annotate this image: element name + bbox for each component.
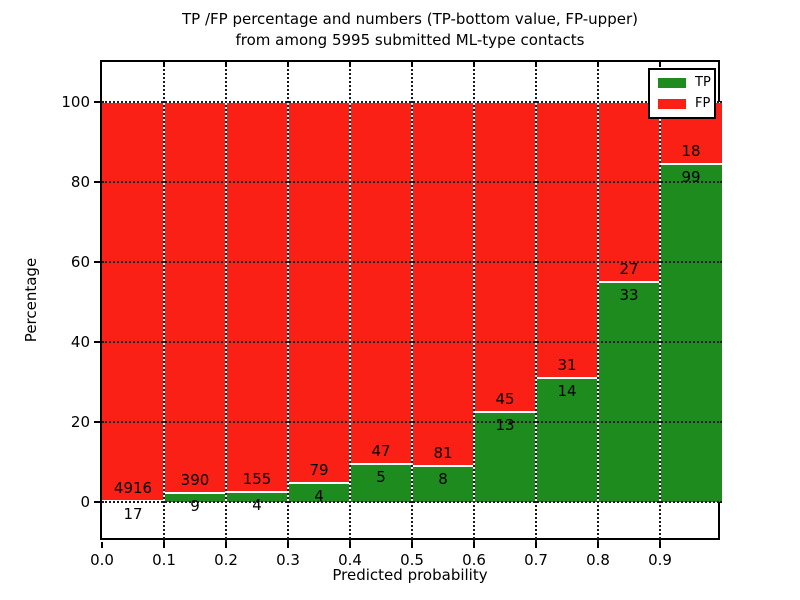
y-tick-label: 0 (80, 493, 90, 511)
y-tick-mark (94, 501, 100, 503)
bar-segment-fp (598, 102, 660, 282)
fp-count-label: 4916 (113, 478, 153, 497)
fp-count-label: 31 (557, 355, 577, 374)
plot-area: 4916 17 390 9 155 4 79 4 47 5 81 8 45 13 31 14 27 33 18 99 0… (61, 60, 722, 569)
tp-count-label: 4 (252, 495, 262, 514)
top-tick-mark (287, 62, 289, 67)
tp-count-label: 4 (314, 486, 324, 505)
bar-segment-fp (288, 102, 350, 483)
x-tick-mark (101, 542, 103, 548)
tp-count-label: 17 (123, 504, 143, 523)
bar-segment-tp (350, 463, 412, 502)
legend-label-fp: FP (695, 96, 711, 111)
bar-segment-fp (102, 102, 164, 501)
legend-entry-tp: TP (658, 76, 711, 90)
fp-count-label: 18 (681, 141, 701, 160)
bar-segment-fp (536, 102, 598, 378)
y-tick-label: 40 (70, 333, 90, 351)
fp-count-label: 47 (371, 441, 391, 460)
chart-title: TP /FP percentage and numbers (TP-bottom… (182, 10, 638, 49)
y-tick-label: 100 (61, 93, 90, 111)
bar-segment-tp (598, 282, 660, 502)
top-tick-mark (535, 62, 537, 67)
bar-segment-fp (412, 102, 474, 467)
tp-count-label: 9 (190, 496, 200, 515)
x-tick-label: 0.5 (400, 551, 424, 569)
top-tick-mark (411, 62, 413, 67)
x-tick-mark (163, 542, 165, 548)
y-axis-label: Percentage (22, 257, 40, 343)
x-tick-mark (473, 542, 475, 548)
bar-segment-tp (102, 500, 164, 502)
x-tick-label: 0.2 (214, 551, 238, 569)
x-tick-label: 0.7 (524, 551, 548, 569)
plot-inner: 4916 17 390 9 155 4 79 4 47 5 81 8 45 13 31 14 27 33 18 99 0… (61, 62, 722, 569)
x-tick-label: 0.9 (648, 551, 672, 569)
y-tick-mark (94, 421, 100, 423)
fp-count-label: 45 (495, 390, 515, 409)
bar-segment-tp (660, 163, 722, 502)
top-tick-mark (473, 62, 475, 67)
tp-count-label: 13 (495, 416, 515, 435)
top-tick-mark (163, 62, 165, 67)
x-tick-mark (597, 542, 599, 548)
x-tick-label: 0.1 (152, 551, 176, 569)
y-tick-label: 60 (70, 253, 90, 271)
fp-count-label: 79 (309, 460, 329, 479)
x-tick-mark (535, 542, 537, 548)
bar-segment-fp (350, 102, 412, 464)
x-tick-mark (225, 542, 227, 548)
fp-swatch-icon (658, 99, 686, 109)
fp-count-label: 27 (619, 260, 639, 278)
y-tick-mark (94, 261, 100, 263)
tp-count-label: 8 (438, 470, 448, 489)
x-tick-label: 0.6 (462, 551, 486, 569)
x-tick-label: 0.4 (338, 551, 362, 569)
legend-label-tp: TP (695, 75, 711, 90)
tp-count-label: 99 (681, 167, 701, 186)
x-tick-label: 0.0 (90, 551, 114, 569)
tp-swatch-icon (658, 78, 686, 88)
y-tick-label: 80 (70, 173, 90, 191)
x-tick-label: 0.3 (276, 551, 300, 569)
legend-entry-fp: FP (658, 97, 710, 111)
bar-segment-fp (226, 102, 288, 492)
x-tick-label: 0.8 (586, 551, 610, 569)
top-tick-mark (225, 62, 227, 67)
y-tick-mark (94, 181, 100, 183)
tp-count-label: 33 (619, 286, 639, 304)
fp-count-label: 390 (180, 470, 210, 489)
top-tick-mark (659, 62, 661, 67)
legend: TP FP (648, 68, 716, 119)
x-tick-mark (411, 542, 413, 548)
top-tick-mark (349, 62, 351, 67)
x-tick-mark (659, 542, 661, 548)
tp-count-label: 5 (376, 467, 386, 486)
bar-segment-fp (474, 102, 536, 413)
top-tick-mark (597, 62, 599, 67)
tp-count-label: 14 (557, 381, 577, 400)
fp-count-label: 81 (433, 444, 453, 463)
x-tick-mark (287, 542, 289, 548)
x-tick-mark (349, 542, 351, 548)
x-axis-label: Predicted probability (332, 566, 488, 584)
y-tick-mark (94, 341, 100, 343)
y-tick-mark (94, 101, 100, 103)
fp-count-label: 155 (242, 469, 272, 488)
bar-segment-tp (474, 412, 536, 502)
bar-segment-fp (164, 102, 226, 493)
y-tick-label: 20 (70, 413, 90, 431)
